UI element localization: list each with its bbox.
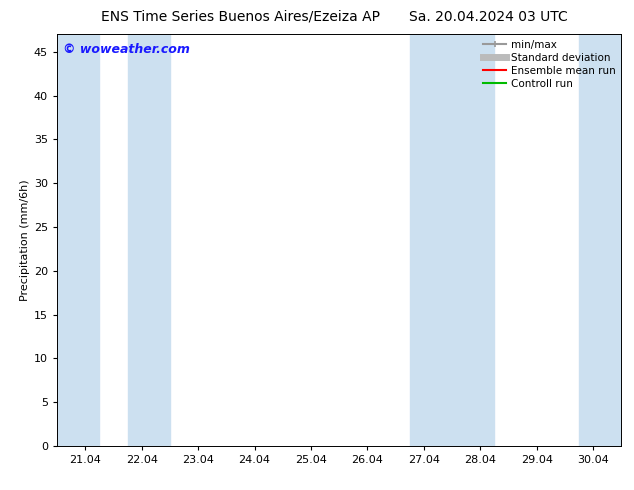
Text: © woweather.com: © woweather.com <box>63 43 190 55</box>
Bar <box>57 34 100 446</box>
Bar <box>579 34 621 446</box>
Bar <box>452 34 495 446</box>
Legend: min/max, Standard deviation, Ensemble mean run, Controll run: min/max, Standard deviation, Ensemble me… <box>483 40 616 89</box>
Y-axis label: Precipitation (mm/6h): Precipitation (mm/6h) <box>20 179 30 301</box>
Bar <box>127 34 170 446</box>
Bar <box>410 34 452 446</box>
Text: ENS Time Series Buenos Aires/Ezeiza AP: ENS Time Series Buenos Aires/Ezeiza AP <box>101 10 380 24</box>
Text: Sa. 20.04.2024 03 UTC: Sa. 20.04.2024 03 UTC <box>409 10 567 24</box>
